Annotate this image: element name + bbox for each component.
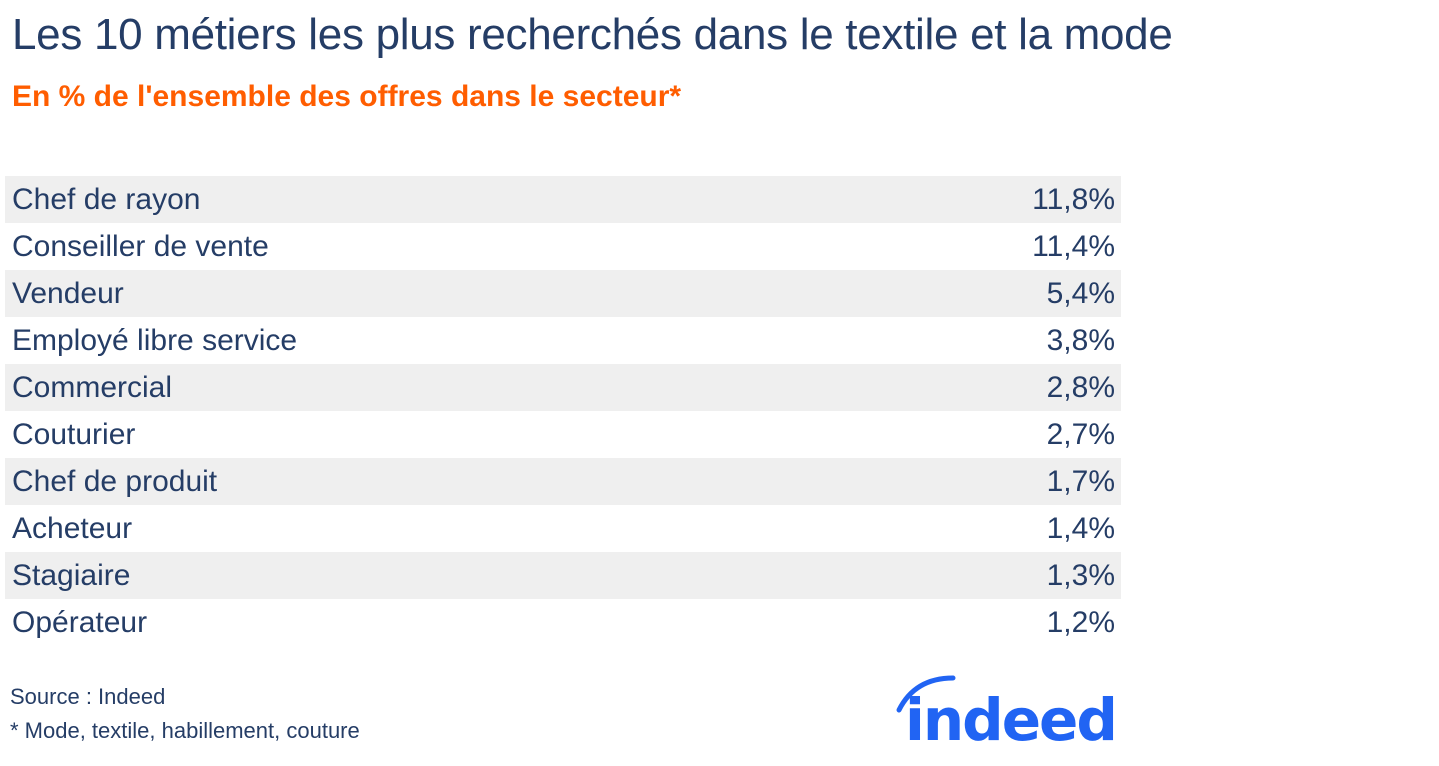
row-label: Commercial (12, 370, 173, 404)
data-table: Chef de rayon 11,8% Conseiller de vente 11,… (5, 176, 1121, 646)
row-value: 2,7% (1046, 417, 1115, 451)
row-label: Chef de produit (12, 464, 218, 498)
svg-text:indeed: indeed (905, 686, 1116, 752)
row-value: 1,7% (1046, 464, 1115, 498)
table-row: Chef de rayon 11,8% (5, 176, 1121, 223)
row-value: 3,8% (1046, 323, 1115, 357)
row-label: Couturier (12, 417, 136, 451)
footnote: * Mode, textile, habillement, couture (10, 718, 360, 743)
table-row: Conseiller de vente 11,4% (5, 223, 1121, 270)
table-row: Opérateur 1,2% (5, 599, 1121, 646)
page-title: Les 10 métiers les plus recherchés dans … (12, 10, 1173, 59)
row-label: Conseiller de vente (12, 229, 269, 263)
row-value: 1,2% (1046, 605, 1115, 639)
table-row: Commercial 2,8% (5, 364, 1121, 411)
row-label: Employé libre service (12, 323, 298, 357)
row-label: Opérateur (12, 605, 148, 639)
row-value: 5,4% (1046, 276, 1115, 310)
row-label: Stagiaire (12, 558, 131, 592)
table-row: Acheteur 1,4% (5, 505, 1121, 552)
row-label: Vendeur (12, 276, 124, 310)
subtitle: En % de l'ensemble des offres dans le se… (12, 80, 682, 113)
table-row: Vendeur 5,4% (5, 270, 1121, 317)
row-label: Acheteur (12, 511, 133, 545)
row-value: 11,8% (1032, 182, 1115, 216)
source-note: Source : Indeed (10, 684, 166, 709)
row-value: 1,4% (1046, 511, 1115, 545)
row-label: Chef de rayon (12, 182, 201, 216)
row-value: 2,8% (1046, 370, 1115, 404)
row-value: 1,3% (1046, 558, 1115, 592)
table-row: Chef de produit 1,7% (5, 458, 1121, 505)
row-value: 11,4% (1032, 229, 1115, 263)
table-row: Couturier 2,7% (5, 411, 1121, 458)
table-row: Employé libre service 3,8% (5, 317, 1121, 364)
indeed-logo: indeed (896, 675, 1118, 752)
table-row: Stagiaire 1,3% (5, 552, 1121, 599)
